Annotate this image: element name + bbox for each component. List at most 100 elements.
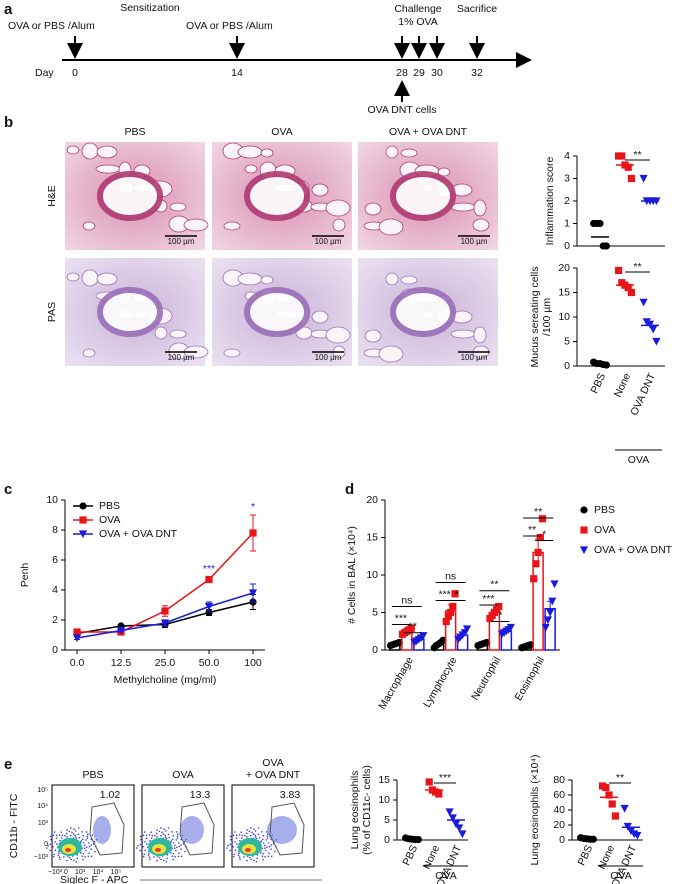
y-tick-label: 0 bbox=[384, 834, 390, 846]
challenge: 1% OVA bbox=[398, 16, 438, 28]
event-dot bbox=[139, 835, 142, 838]
event-dot bbox=[163, 828, 165, 830]
group-label: OVA bbox=[435, 870, 456, 882]
event-dot bbox=[83, 847, 86, 849]
x-axis-label: Methylcholine (mg/ml) bbox=[114, 674, 217, 686]
data-point bbox=[72, 634, 82, 643]
data-point bbox=[447, 608, 455, 617]
y-tick-label: 5 bbox=[372, 606, 378, 618]
scale-bar-label: 100 µm bbox=[168, 353, 195, 362]
x-tick-label: None bbox=[612, 371, 634, 399]
event-dot bbox=[229, 849, 231, 852]
alveolus bbox=[81, 269, 99, 287]
event-dot bbox=[93, 840, 96, 843]
event-dot bbox=[74, 830, 77, 832]
data-point bbox=[602, 783, 610, 792]
event-dot bbox=[240, 831, 242, 833]
event-dot bbox=[232, 855, 235, 858]
x-tick-label: PBS bbox=[588, 371, 608, 395]
data-point bbox=[444, 612, 453, 620]
event-dot bbox=[59, 858, 61, 861]
event-dot bbox=[86, 837, 89, 840]
event-dot bbox=[156, 836, 158, 838]
y-tick-label: 0 bbox=[564, 360, 570, 372]
data-point bbox=[161, 607, 169, 615]
x-tick-label: Macrophage bbox=[376, 655, 416, 712]
gate-frequency: 3.83 bbox=[280, 789, 301, 801]
data-point bbox=[627, 174, 635, 183]
gate bbox=[89, 802, 125, 856]
group-label: OVA bbox=[610, 870, 631, 882]
event-dot bbox=[229, 835, 232, 838]
data-point bbox=[652, 337, 661, 346]
event-dot bbox=[261, 831, 263, 833]
dose-label: OVA or PBS /Alum bbox=[186, 20, 273, 32]
event-dot bbox=[246, 829, 248, 831]
x-tick-label: PBS bbox=[575, 843, 595, 867]
y-tick-label: 2 bbox=[52, 614, 58, 626]
alveolus bbox=[66, 145, 80, 155]
event-dot bbox=[57, 854, 60, 856]
y-axis-label: Penh bbox=[19, 563, 31, 588]
event-dot bbox=[270, 848, 272, 850]
event-dot bbox=[172, 842, 175, 844]
event-dot bbox=[63, 856, 65, 858]
event-dot bbox=[82, 834, 85, 837]
data-point bbox=[611, 812, 619, 820]
flow-y-tick: 0 bbox=[44, 841, 48, 848]
column-title: PBS bbox=[124, 126, 145, 138]
gate bbox=[269, 802, 305, 856]
event-dot bbox=[173, 844, 176, 847]
flow-x-label: Siglec F - APC bbox=[60, 874, 129, 884]
alveolus bbox=[472, 218, 490, 232]
event-dot bbox=[61, 837, 63, 839]
density bbox=[65, 848, 71, 852]
event-dot bbox=[86, 846, 88, 849]
data-point bbox=[596, 219, 604, 228]
significance: * bbox=[498, 609, 502, 621]
event-dot bbox=[160, 834, 162, 837]
event-dot bbox=[68, 830, 71, 833]
event-dot bbox=[241, 837, 243, 839]
data-point bbox=[602, 242, 611, 250]
alveolus bbox=[82, 221, 96, 231]
event-dot bbox=[145, 837, 148, 840]
airway bbox=[390, 171, 456, 221]
event-dot bbox=[260, 840, 263, 842]
event-dot bbox=[91, 834, 94, 837]
x-tick-label: 25.0 bbox=[155, 657, 176, 669]
event-dot bbox=[250, 827, 252, 829]
event-dot bbox=[239, 839, 241, 842]
day-tick: 32 bbox=[471, 67, 483, 79]
data-point bbox=[602, 361, 611, 369]
event-dot bbox=[172, 858, 174, 861]
event-dot bbox=[232, 834, 235, 837]
data-point bbox=[451, 820, 461, 829]
event-dot bbox=[232, 845, 234, 848]
data-point bbox=[419, 632, 428, 640]
event-dot bbox=[248, 856, 251, 859]
y-tick-label: 4 bbox=[52, 584, 58, 596]
event-dot bbox=[161, 831, 163, 834]
event-dot bbox=[178, 845, 181, 848]
event-dot bbox=[160, 827, 162, 829]
event-dot bbox=[176, 835, 179, 837]
density bbox=[245, 848, 251, 852]
row-label: PAS bbox=[46, 302, 58, 322]
y-axis-label: Lung eosinophils (×10⁴) bbox=[529, 754, 541, 865]
series-line bbox=[77, 532, 254, 633]
event-dot bbox=[164, 830, 167, 832]
event-dot bbox=[256, 857, 258, 860]
event-dot bbox=[158, 830, 161, 833]
event-dot bbox=[257, 827, 260, 829]
data-point bbox=[550, 580, 559, 589]
event-dot bbox=[59, 839, 61, 842]
challenge: Challenge bbox=[394, 3, 441, 15]
alveolus bbox=[332, 218, 346, 232]
event-dot bbox=[147, 854, 150, 856]
data-point bbox=[538, 515, 547, 523]
event-dot bbox=[254, 830, 257, 832]
event-dot bbox=[149, 839, 151, 842]
event-dot bbox=[76, 857, 78, 860]
